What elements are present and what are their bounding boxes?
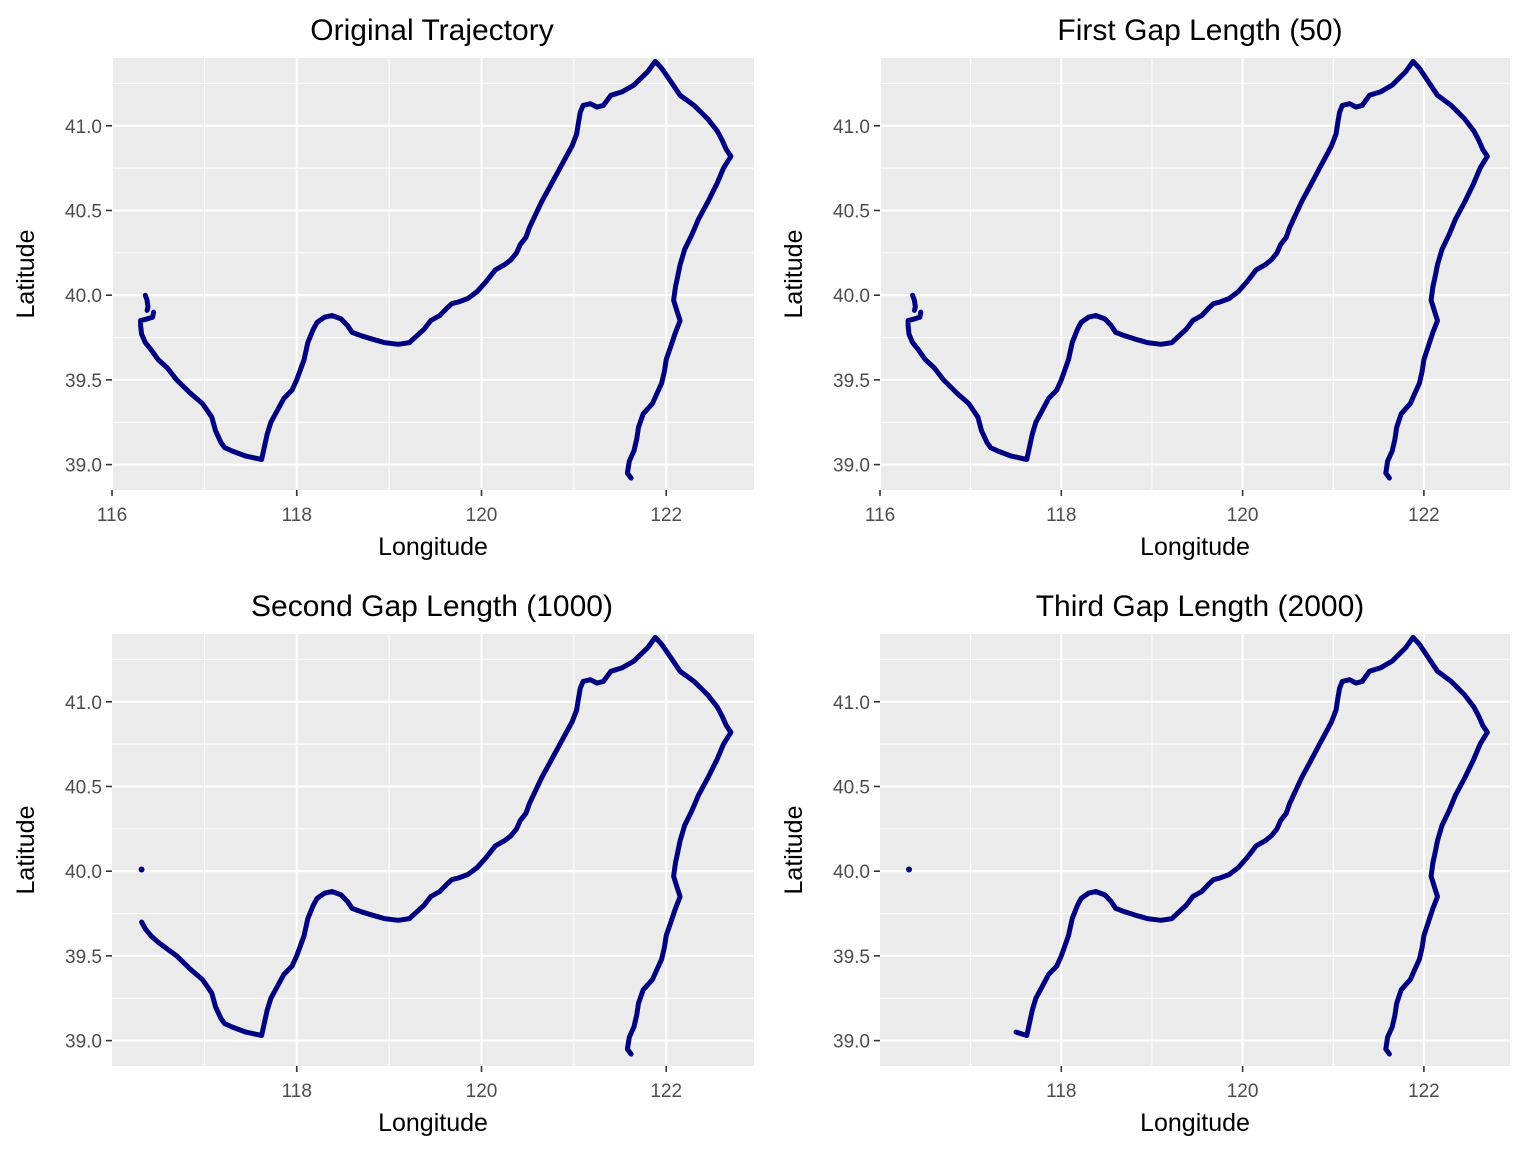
x-tick-label: 120 [466, 1081, 498, 1102]
y-tick-label: 41.0 [65, 117, 102, 138]
plot-panel-background [880, 634, 1510, 1066]
plot-panel-background [112, 634, 754, 1066]
y-tick-label: 41.0 [833, 117, 870, 138]
y-tick-label: 39.0 [65, 1032, 102, 1053]
panel-2: 116 118 120 122 39.0 39.5 40.0 40.5 41.0 First Ga… [780, 14, 1510, 561]
y-axis-title: Latitude [780, 230, 808, 319]
x-axis-title: Longitude [378, 1109, 488, 1137]
x-tick-label: 122 [650, 505, 682, 526]
y-tick-label: 40.0 [833, 286, 870, 307]
y-tick-label: 40.0 [833, 862, 870, 883]
y-tick-label: 39.0 [65, 456, 102, 477]
y-tick-label: 39.0 [833, 456, 870, 477]
y-axis-title: Latitude [780, 806, 808, 895]
y-tick-label: 41.0 [833, 693, 870, 714]
x-tick-label: 118 [282, 505, 312, 526]
y-tick-label: 40.0 [65, 862, 102, 883]
y-tick-label: 41.0 [65, 693, 102, 714]
panel-1: 116 118 120 122 39.0 39.5 40.0 40.5 41.0 Original… [12, 14, 754, 561]
x-axis-title: Longitude [1140, 533, 1250, 561]
trajectory-segment-2 [139, 634, 734, 1057]
trajectory-segment-2 [905, 58, 1490, 481]
y-tick-label: 39.5 [833, 947, 870, 968]
y-tick-label: 40.5 [833, 777, 870, 798]
x-tick-label: 120 [1227, 1081, 1259, 1102]
panel-3: 118 120 122 39.0 39.5 40.0 40.5 41.0 Second Gap … [12, 590, 754, 1137]
x-tick-label: 116 [97, 505, 127, 526]
x-tick-label: 122 [650, 1081, 682, 1102]
plot-panel-background [880, 58, 1510, 490]
y-tick-label: 39.5 [65, 947, 102, 968]
y-tick-label: 40.5 [65, 777, 102, 798]
panel-title: Original Trajectory [310, 14, 553, 47]
y-tick-label: 40.0 [65, 286, 102, 307]
x-tick-label: 120 [466, 505, 498, 526]
trajectory-segment-2 [138, 58, 734, 481]
y-tick-label: 39.5 [833, 371, 870, 392]
trajectory-point [906, 866, 913, 873]
y-tick-label: 40.5 [65, 201, 102, 222]
x-tick-label: 116 [865, 505, 895, 526]
x-tick-label: 118 [1046, 505, 1076, 526]
x-tick-label: 118 [1046, 1081, 1076, 1102]
x-tick-label: 122 [1408, 505, 1440, 526]
trajectory-point [138, 866, 145, 873]
trajectory-segment-1 [142, 292, 151, 313]
plot-panel-background [112, 58, 754, 490]
panel-title: Second Gap Length (1000) [251, 590, 613, 623]
y-tick-label: 39.0 [833, 1032, 870, 1053]
panel-4: 118 120 122 39.0 39.5 40.0 40.5 41.0 Third Gap L… [780, 590, 1510, 1137]
panel-title: Third Gap Length (2000) [1036, 590, 1365, 623]
panel-title: First Gap Length (50) [1057, 14, 1342, 47]
trajectory-segment-2 [1013, 634, 1490, 1057]
x-tick-label: 122 [1408, 1081, 1440, 1102]
y-tick-label: 39.5 [65, 371, 102, 392]
x-axis-title: Longitude [378, 533, 488, 561]
x-axis-title: Longitude [1140, 1109, 1250, 1137]
y-axis-title: Latitude [12, 806, 40, 895]
y-axis-title: Latitude [12, 230, 40, 319]
trajectory-segment-1 [910, 292, 918, 313]
x-tick-label: 118 [282, 1081, 312, 1102]
y-tick-label: 40.5 [833, 201, 870, 222]
x-tick-label: 120 [1227, 505, 1259, 526]
